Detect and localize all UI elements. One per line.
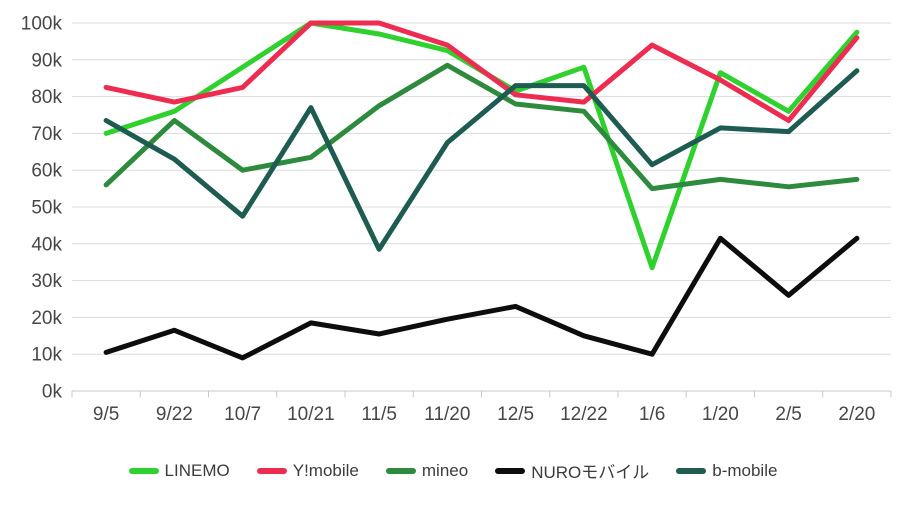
x-tick-label-1/6: 1/6 [639,404,665,425]
legend-label: Y!mobile [292,460,359,480]
x-tick-label-1/20: 1/20 [702,404,739,425]
y-tick-label-100k: 100k [21,14,63,35]
y-tick-label-40k: 40k [31,234,62,255]
x-tick-label-2/5: 2/5 [775,404,801,425]
chart-area: 0k 10k 20k 30k 40k 50k 60k 70k 80k 90k 100k 9/5 9/22… [21,14,892,425]
legend-swatch-LINEMO [128,467,159,474]
legend-item-mineo: mineo [385,460,469,481]
x-tick-label-9/5: 9/5 [93,404,119,425]
legend-item-b-mobile: b-mobile [676,461,777,481]
x-tick-label-12/5: 12/5 [497,404,534,425]
y-tick-label-80k: 80k [31,87,62,108]
series-line-NUROモバイル [103,235,860,361]
y-tick-label-50k: 50k [31,198,62,219]
y-tick-label-0k: 0k [42,382,63,403]
x-tick-label-10/7: 10/7 [224,404,261,425]
legend-swatch-b-mobile [676,467,707,474]
legend-label: mineo [421,460,469,480]
legend-label: NUROモバイル [531,463,650,482]
legend-item-NUROモバイル: NUROモバイル [495,458,649,483]
x-tick-label-11/20: 11/20 [424,404,470,425]
legend-label: LINEMO [164,460,230,480]
legend-label: b-mobile [712,460,778,480]
series-line-mineo [103,62,860,192]
y-tick-label-30k: 30k [31,271,62,292]
y-tick-label-70k: 70k [31,124,62,145]
x-tick-label-11/5: 11/5 [361,404,397,425]
legend-item-Y!mobile: Y!mobile [256,460,359,481]
line-chart: 0k 10k 20k 30k 40k 50k 60k 70k 80k 90k 100k 9/5 9/22… [21,14,892,425]
y-tick-label-60k: 60k [31,161,62,182]
legend: LINEMO Y!mobile mineo NUROモバイル b-mobile [0,458,906,483]
series-line-Y!mobile [103,20,860,123]
y-tick-label-90k: 90k [31,50,62,71]
series-line-b-mobile [103,68,860,252]
x-tick-label-12/22: 12/22 [560,404,608,425]
y-tick-label-20k: 20k [31,308,62,329]
legend-item-LINEMO: LINEMO [128,460,230,481]
x-tick-label-10/21: 10/21 [287,404,335,425]
y-tick-label-10k: 10k [31,345,62,366]
x-tick-label-9/22: 9/22 [156,404,193,425]
x-tick-label-2/20: 2/20 [838,404,875,425]
legend-swatch-NUROモバイル [495,467,526,474]
legend-swatch-Y!mobile [256,467,287,474]
legend-swatch-mineo [385,467,416,474]
